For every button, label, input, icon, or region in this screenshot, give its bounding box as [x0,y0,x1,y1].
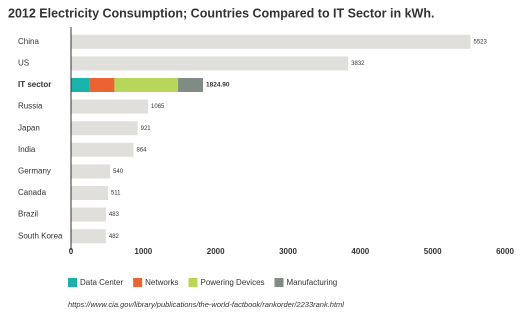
bar [71,99,149,114]
x-tick-label: 0 [69,247,74,256]
x-tick-label: 6000 [496,247,514,256]
value-label: 540 [113,169,124,175]
bar-segment [71,78,90,92]
x-tick-label: 3000 [279,247,297,256]
x-tick-label: 1000 [134,247,152,256]
y-tick-label: Canada [18,188,47,197]
bar [71,186,108,200]
legend-label: Networks [145,278,178,287]
bar [71,121,138,136]
bar [71,56,349,71]
value-label: 921 [141,126,152,132]
x-tick-label: 5000 [424,247,442,256]
bar-segment [89,78,115,92]
legend-swatch [274,278,284,287]
x-tick-label: 4000 [351,247,369,256]
bar-segment [114,78,179,92]
legend-swatch [133,278,143,287]
value-label: 511 [111,191,121,197]
bar [71,34,471,49]
source: https://www.cia.gov/library/publications… [68,300,344,309]
value-label: 1065 [151,104,165,110]
legend-swatch [68,278,77,287]
legend-swatch [188,278,198,287]
value-label: 1824.90 [206,82,230,89]
y-tick-label: IT sector [18,80,51,89]
chart-title: 2012 Electricity Consumption; Countries … [8,6,434,20]
value-label: 3832 [351,61,365,67]
y-tick-label: China [18,37,39,46]
value-label: 483 [109,212,120,218]
value-label: 864 [136,147,147,153]
bar [71,229,106,244]
bar-segment [178,78,204,92]
legend-label: Manufacturing [287,278,338,287]
y-tick-label: Russia [18,102,43,111]
y-tick-label: South Korea [18,231,63,240]
bar [71,207,106,222]
legend-label: Powering Devices [200,278,264,287]
y-tick-label: Brazil [18,210,38,219]
bar [71,164,111,179]
y-tick-label: Germany [18,167,51,176]
x-tick-label: 2000 [207,247,225,256]
bar [71,142,134,157]
value-label: 482 [109,234,120,240]
value-label: 5523 [473,39,487,45]
y-tick-label: Japan [18,123,40,132]
legend-label: Data Center [80,278,123,287]
y-tick-label: US [18,59,29,68]
y-tick-label: India [18,145,36,154]
